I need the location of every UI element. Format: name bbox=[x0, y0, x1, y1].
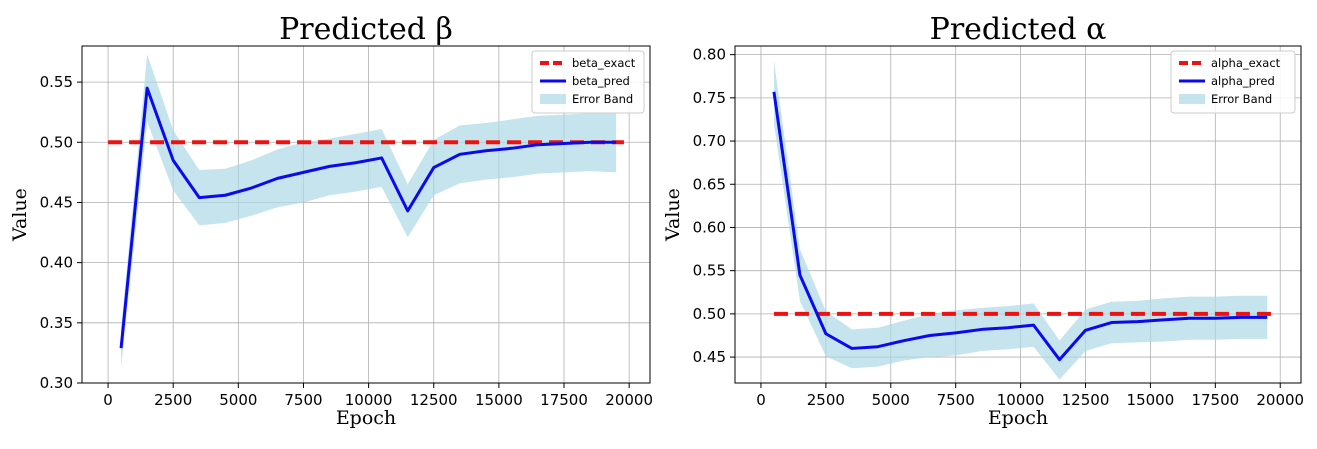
y-tick-label: 0.35 bbox=[40, 314, 73, 332]
y-tick-label: 0.75 bbox=[693, 89, 726, 107]
x-axis-label: Epoch bbox=[336, 407, 396, 429]
legend: beta_exact beta_pred Error Band bbox=[531, 50, 645, 114]
legend: alpha_exact alpha_pred Error Band bbox=[1170, 50, 1296, 114]
x-tick-label: 12500 bbox=[410, 391, 458, 409]
legend-band-swatch bbox=[540, 94, 566, 104]
legend-label: alpha_exact bbox=[1211, 56, 1281, 70]
legend-label: Error Band bbox=[1211, 92, 1272, 106]
x-tick-label: 15000 bbox=[475, 391, 523, 409]
x-tick-label: 7500 bbox=[937, 391, 975, 409]
error-band bbox=[773, 60, 1268, 380]
y-tick-label: 0.50 bbox=[693, 305, 726, 323]
y-tick-label: 0.40 bbox=[40, 254, 73, 272]
error-band bbox=[121, 54, 617, 368]
y-tick-label: 0.45 bbox=[40, 193, 73, 211]
x-tick-label: 20000 bbox=[605, 391, 653, 409]
y-tick-label: 0.30 bbox=[40, 374, 73, 392]
x-tick-label: 17500 bbox=[1191, 391, 1239, 409]
y-tick-label: 0.70 bbox=[693, 132, 726, 150]
y-axis-label: Value bbox=[662, 188, 684, 242]
x-tick-label: 20000 bbox=[1256, 391, 1304, 409]
x-tick-label: 0 bbox=[103, 391, 113, 409]
x-axis-label: Epoch bbox=[988, 407, 1048, 429]
y-tick-label: 0.45 bbox=[693, 348, 726, 366]
y-tick-label: 0.65 bbox=[693, 175, 726, 193]
plot-frame bbox=[81, 45, 651, 384]
x-tick-label: 10000 bbox=[345, 391, 393, 409]
pred-line bbox=[772, 91, 1268, 362]
legend-label: alpha_pred bbox=[1211, 74, 1275, 88]
y-tick-label: 0.80 bbox=[693, 46, 726, 64]
x-tick-label: 2500 bbox=[807, 391, 845, 409]
chart-title: Predicted β bbox=[279, 12, 453, 47]
y-tick-label: 0.60 bbox=[693, 218, 726, 236]
alpha-chart: 0 2500 5000 7500 10000 12500 15000 17500 20000 0.… bbox=[662, 12, 1304, 429]
x-tick-label: 17500 bbox=[540, 391, 588, 409]
x-tick-label: 5000 bbox=[219, 391, 257, 409]
pred-line bbox=[119, 86, 617, 349]
legend-label: beta_pred bbox=[572, 74, 630, 88]
legend-label: beta_exact bbox=[572, 56, 636, 70]
x-tick-label: 2500 bbox=[154, 391, 192, 409]
x-tick-label: 10000 bbox=[997, 391, 1045, 409]
x-tick-label: 0 bbox=[756, 391, 766, 409]
legend-band-swatch bbox=[1179, 94, 1205, 104]
y-tick-label: 0.55 bbox=[40, 73, 73, 91]
y-axis-label: Value bbox=[9, 188, 31, 242]
legend-label: Error Band bbox=[572, 92, 633, 106]
y-tick-label: 0.50 bbox=[40, 133, 73, 151]
chart-title: Predicted α bbox=[930, 12, 1107, 47]
y-tick-label: 0.55 bbox=[693, 262, 726, 280]
plot-frame bbox=[734, 45, 1302, 384]
x-tick-label: 12500 bbox=[1062, 391, 1110, 409]
x-tick-label: 5000 bbox=[872, 391, 910, 409]
x-tick-label: 7500 bbox=[284, 391, 322, 409]
x-tick-label: 15000 bbox=[1127, 391, 1175, 409]
beta-chart: 0 2500 5000 7500 10000 12500 15000 17500 20000 0.… bbox=[9, 12, 653, 429]
